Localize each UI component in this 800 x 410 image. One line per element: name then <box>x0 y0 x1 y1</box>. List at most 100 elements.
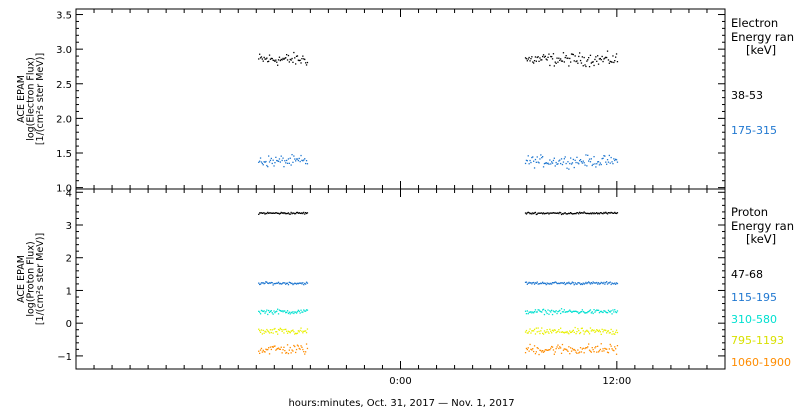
proton-point-1060-1900 <box>550 347 552 349</box>
proton-point-1060-1900 <box>586 347 588 349</box>
proton-point-310-580 <box>555 310 557 312</box>
electron-point-38-53 <box>279 59 281 62</box>
electron-point-38-53 <box>591 61 593 63</box>
electron-point-175-315 <box>572 158 574 161</box>
electron-plot-frame <box>75 8 726 190</box>
electron-point-175-315 <box>532 156 534 158</box>
proton-point-115-195 <box>597 283 599 285</box>
proton-point-795-1193 <box>546 329 548 331</box>
proton-point-310-580 <box>583 311 585 313</box>
proton-legend-title-line: Proton <box>731 205 768 219</box>
electron-point-175-315 <box>600 163 602 166</box>
proton-point-795-1193 <box>277 333 279 335</box>
electron-point-38-53 <box>284 57 286 59</box>
proton-ylabel-line: [1/(cm²s ster MeV)] <box>35 233 46 325</box>
proton-point-310-580 <box>273 310 275 312</box>
proton-point-795-1193 <box>607 330 610 332</box>
electron-point-175-315 <box>558 160 560 162</box>
proton-point-115-195 <box>280 283 282 285</box>
proton-point-1060-1900 <box>270 348 272 351</box>
proton-point-115-195 <box>615 282 618 284</box>
proton-point-310-580 <box>284 310 286 312</box>
electron-point-175-315 <box>284 160 286 162</box>
electron-point-38-53 <box>281 59 283 61</box>
proton-point-115-195 <box>565 283 567 285</box>
electron-ylabel-line: [1/(cm²s ster MeV)] <box>35 53 46 145</box>
proton-point-1060-1900 <box>271 346 273 348</box>
electron-point-38-53 <box>538 60 540 62</box>
proton-legend-label-47-68: 47-68 <box>731 268 763 281</box>
proton-point-47-68 <box>600 212 602 214</box>
electron-point-38-53 <box>282 57 284 60</box>
proton-point-47-68 <box>275 212 277 214</box>
proton-point-47-68 <box>615 212 618 215</box>
electron-point-38-53 <box>295 63 297 65</box>
proton-point-310-580 <box>613 311 615 313</box>
electron-point-175-315 <box>611 161 613 163</box>
electron-point-38-53 <box>305 64 308 66</box>
electron-point-175-315 <box>587 154 589 156</box>
proton-point-1060-1900 <box>570 350 573 352</box>
proton-point-1060-1900 <box>292 350 294 352</box>
electron-point-38-53 <box>293 51 295 54</box>
proton-point-310-580 <box>272 313 274 315</box>
electron-point-38-53 <box>269 58 272 60</box>
proton-point-47-68 <box>526 212 528 214</box>
proton-point-47-68 <box>581 212 583 214</box>
electron-point-38-53 <box>553 65 555 67</box>
electron-ytick-label: 2.5 <box>56 80 72 91</box>
electron-point-175-315 <box>287 158 290 160</box>
proton-point-47-68 <box>602 213 604 215</box>
electron-point-38-53 <box>595 56 597 58</box>
proton-point-795-1193 <box>560 331 563 333</box>
proton-point-115-195 <box>576 283 578 285</box>
electron-point-175-315 <box>597 161 599 163</box>
proton-point-115-195 <box>274 283 276 285</box>
proton-point-310-580 <box>265 311 267 313</box>
proton-point-310-580 <box>302 311 304 313</box>
electron-point-38-53 <box>580 62 583 64</box>
proton-point-795-1193 <box>547 331 549 333</box>
electron-point-38-53 <box>297 59 299 61</box>
proton-point-795-1193 <box>601 328 603 330</box>
proton-point-310-580 <box>305 309 308 311</box>
proton-point-47-68 <box>527 211 529 213</box>
proton-point-115-195 <box>268 282 270 285</box>
proton-point-310-580 <box>576 311 578 313</box>
electron-point-38-53 <box>306 61 309 64</box>
proton-point-310-580 <box>600 310 602 312</box>
electron-point-38-53 <box>543 56 546 58</box>
proton-point-1060-1900 <box>590 351 592 353</box>
electron-point-175-315 <box>575 161 577 164</box>
proton-point-310-580 <box>281 310 283 312</box>
proton-point-47-68 <box>566 213 568 215</box>
proton-point-47-68 <box>612 212 614 214</box>
proton-point-115-195 <box>265 281 267 283</box>
proton-point-1060-1900 <box>530 348 532 350</box>
electron-point-38-53 <box>611 61 613 63</box>
proton-point-795-1193 <box>282 329 284 331</box>
proton-point-1060-1900 <box>540 349 542 352</box>
proton-point-115-195 <box>270 281 272 284</box>
proton-point-1060-1900 <box>583 352 585 354</box>
proton-point-1060-1900 <box>561 343 564 346</box>
proton-point-115-195 <box>290 282 292 285</box>
proton-point-795-1193 <box>535 327 537 329</box>
proton-point-310-580 <box>578 312 580 315</box>
electron-point-175-315 <box>524 162 527 165</box>
proton-point-115-195 <box>541 282 543 285</box>
proton-point-115-195 <box>303 284 305 286</box>
electron-point-175-315 <box>571 162 574 164</box>
proton-point-310-580 <box>269 310 272 312</box>
proton-point-795-1193 <box>261 333 263 335</box>
electron-point-38-53 <box>555 62 557 64</box>
electron-point-175-315 <box>266 164 268 167</box>
proton-point-1060-1900 <box>613 350 615 352</box>
proton-point-115-195 <box>295 283 298 285</box>
proton-point-795-1193 <box>570 331 572 334</box>
proton-point-115-195 <box>525 281 528 283</box>
proton-point-115-195 <box>583 283 585 285</box>
proton-point-47-68 <box>285 213 287 215</box>
proton-point-1060-1900 <box>274 345 276 347</box>
proton-point-47-68 <box>533 212 536 214</box>
